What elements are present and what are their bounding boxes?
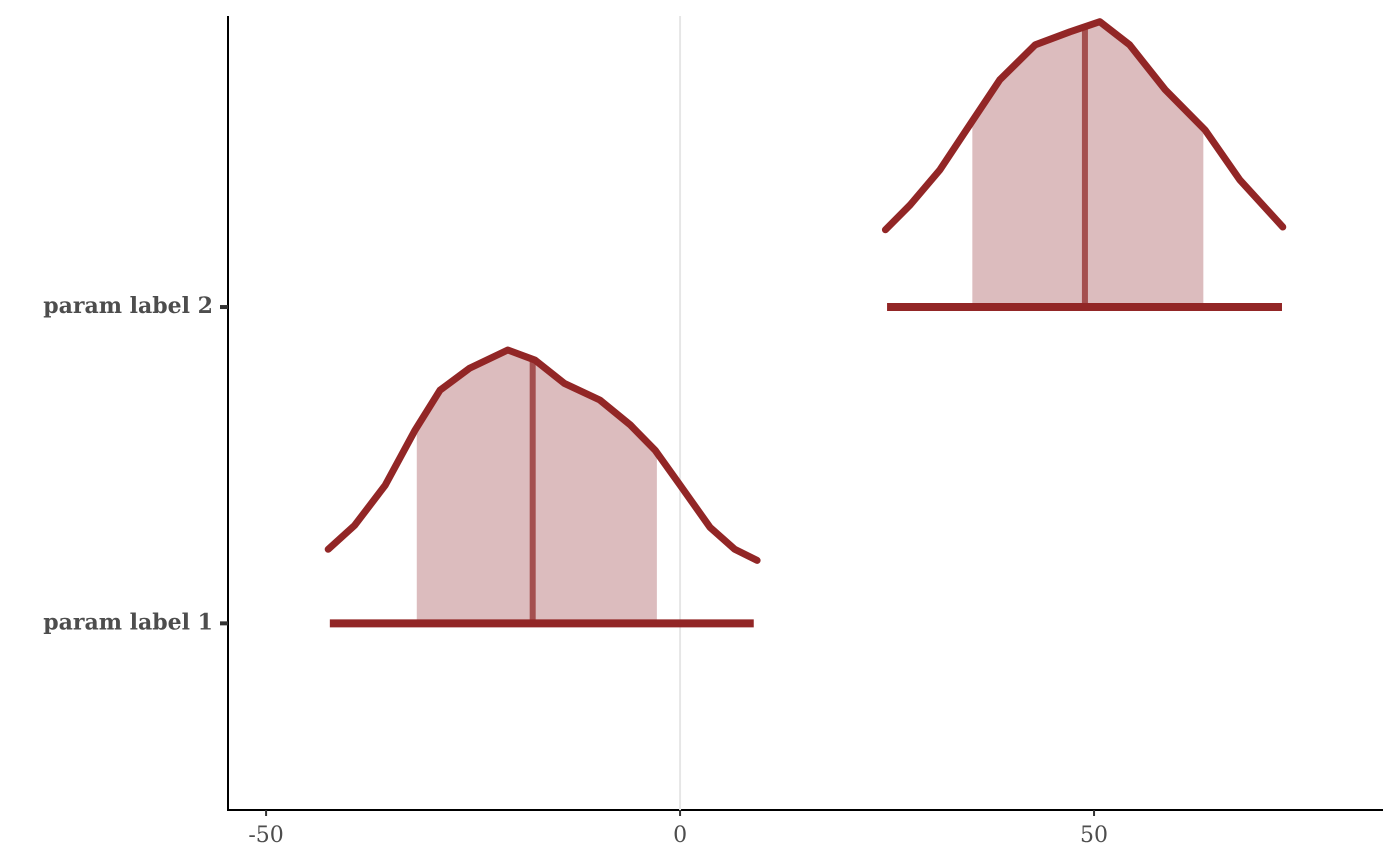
y-tick-label: param label 1: [43, 609, 213, 635]
inner-interval-area: [416, 350, 657, 624]
y-tick-label: param label 2: [43, 293, 213, 319]
x-tick-label: -50: [248, 823, 283, 848]
x-tick-label: 0: [673, 823, 687, 848]
density-curve: [881, 18, 1287, 234]
density-curve: [324, 346, 761, 564]
x-tick-label: 50: [1080, 823, 1108, 848]
